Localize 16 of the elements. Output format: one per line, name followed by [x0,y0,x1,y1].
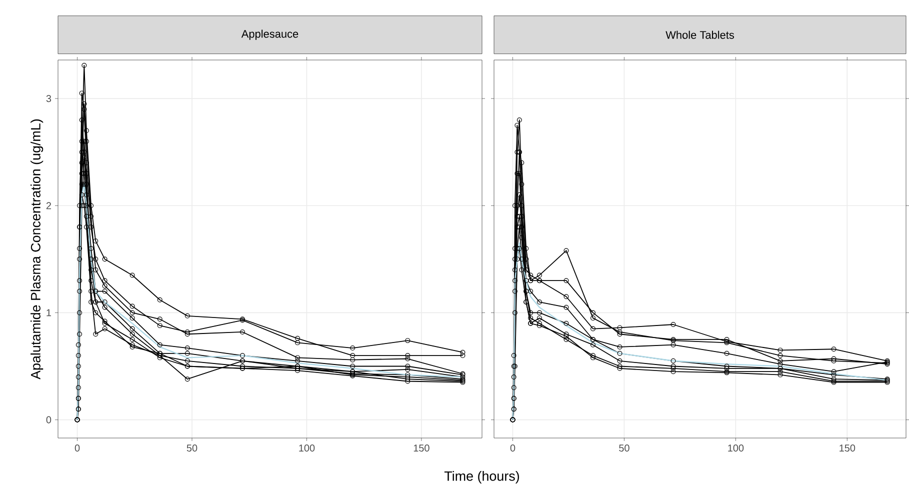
x-tick-label: 50 [619,444,630,452]
x-tick-label: 50 [186,444,198,452]
x-tick-label: 0 [74,444,80,452]
x-tick-label: 100 [728,444,744,452]
chart-title: Whole Tablets [666,30,734,39]
x-tick-label: 150 [414,444,430,452]
x-tick-label: 0 [510,444,516,452]
y-tick-label: 2 [46,202,51,210]
y-axis-title: Apalutamide Plasma Concentration (ug/mL) [30,119,44,380]
y-tick-label: 1 [46,309,51,316]
y-tick-label: 0 [46,416,52,424]
x-tick-label: 150 [840,444,856,452]
y-tick-label: 3 [46,95,52,102]
chart-title: Applesauce [241,30,298,40]
x-tick-label: 100 [299,444,315,452]
x-axis-title: Time (hours) [444,470,520,484]
